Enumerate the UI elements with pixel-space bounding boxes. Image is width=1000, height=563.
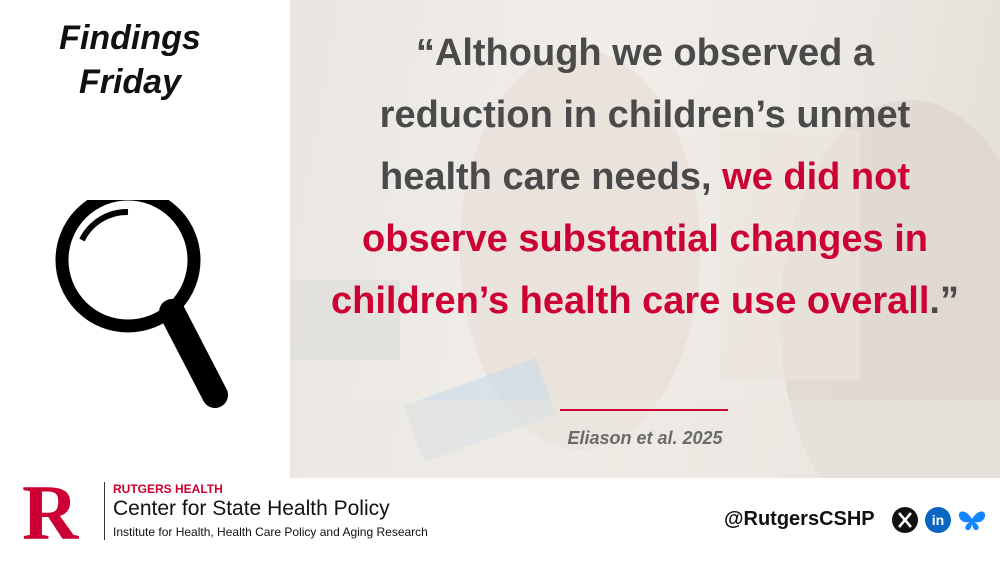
x-icon[interactable] [892, 507, 918, 533]
citation: Eliason et al. 2025 [567, 428, 723, 448]
quote-segment: we did not observe substantial changes i… [331, 156, 930, 322]
magnifier-icon [55, 200, 228, 408]
title: Findings Friday [59, 19, 201, 101]
social-icons: in [892, 507, 986, 533]
quote-segment: “Although we observed a reduction in chi… [379, 32, 911, 198]
photo-shapes [290, 50, 1000, 478]
bluesky-icon[interactable] [958, 511, 986, 531]
svg-text:in: in [932, 512, 944, 528]
background-photo [290, 0, 1000, 478]
org-top: RUTGERS HEALTH [113, 482, 223, 496]
handle: @RutgersCSHP [724, 508, 875, 530]
quote-segment: .” [929, 280, 959, 322]
org-sub: Institute for Health, Health Care Policy… [113, 525, 428, 539]
linkedin-icon[interactable]: in [925, 507, 951, 533]
divider [104, 482, 105, 540]
divider [560, 409, 728, 411]
logo: R [22, 469, 79, 556]
quote: “Although we observed a reduction in chi… [325, 22, 965, 332]
org-name: Center for State Health Policy [113, 497, 390, 520]
